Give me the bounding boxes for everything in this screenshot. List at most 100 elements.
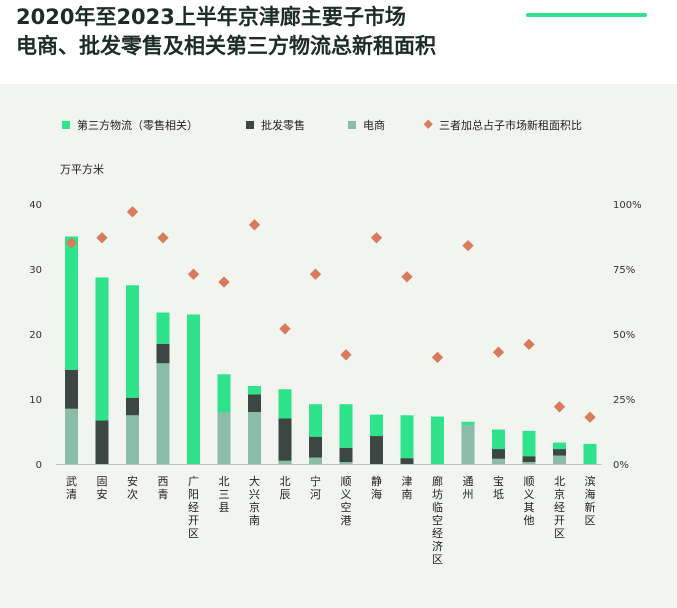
bar-third-party bbox=[126, 285, 139, 398]
category-label: 顺义其他 bbox=[524, 475, 535, 527]
ratio-marker bbox=[248, 219, 261, 231]
bar-ecommerce bbox=[278, 460, 292, 464]
category-label: 通州 bbox=[463, 475, 474, 501]
legend-label-1: 批发零售 bbox=[261, 118, 305, 132]
ratio-marker bbox=[431, 351, 444, 364]
bar-third-party bbox=[156, 312, 170, 344]
legend-swatch-2 bbox=[348, 121, 356, 129]
ratio-marker bbox=[523, 338, 535, 351]
bar-third-party bbox=[65, 236, 78, 370]
ratio-marker bbox=[492, 346, 505, 358]
category-label: 滨海新区 bbox=[585, 474, 596, 527]
bar-ecommerce bbox=[65, 408, 78, 464]
bar-wholesale bbox=[126, 397, 139, 416]
bar-ecommerce bbox=[461, 425, 475, 464]
category-label: 北京经开区 bbox=[554, 475, 565, 540]
category-label: 北三县 bbox=[219, 475, 230, 514]
ratio-marker bbox=[370, 232, 383, 244]
ratio-marker bbox=[187, 268, 200, 280]
bar-ecommerce bbox=[217, 412, 231, 464]
bar-wholesale bbox=[339, 447, 353, 463]
bar-third-party bbox=[583, 443, 597, 464]
bar-third-party bbox=[522, 430, 536, 457]
bar-wholesale bbox=[522, 456, 536, 463]
bar-wholesale bbox=[553, 449, 566, 456]
bar-third-party bbox=[309, 404, 322, 437]
bar-third-party bbox=[431, 416, 444, 464]
category-label: 静海 bbox=[371, 474, 382, 501]
bar-third-party bbox=[339, 404, 353, 448]
legend: 第三方物流（零售相关） 批发零售 电商 三者加总占子市场新租面积比 bbox=[62, 118, 582, 132]
bar-third-party bbox=[217, 374, 231, 412]
y-axis-left: 0 10 20 30 40 bbox=[29, 200, 42, 471]
category-label: 固安 bbox=[97, 475, 108, 501]
bar-ecommerce bbox=[492, 458, 505, 464]
category-label: 廊坊临空经济区 bbox=[432, 474, 443, 566]
bar-wholesale bbox=[65, 369, 78, 409]
chart: 第三方物流（零售相关） 批发零售 电商 三者加总占子市场新租面积比 万平方米 0 10 2… bbox=[29, 118, 642, 566]
bar-wholesale bbox=[278, 418, 292, 461]
bar-third-party bbox=[248, 386, 261, 395]
ratio-marker bbox=[157, 232, 169, 244]
ratio-marker bbox=[401, 271, 413, 283]
y-left-tick: 20 bbox=[29, 330, 42, 341]
bar-ecommerce bbox=[156, 363, 170, 464]
bar-third-party bbox=[370, 414, 383, 437]
category-label: 大兴京南 bbox=[249, 474, 260, 527]
bar-ecommerce bbox=[248, 412, 261, 464]
ratio-markers bbox=[65, 206, 596, 423]
bar-ecommerce bbox=[553, 455, 566, 464]
bar-third-party bbox=[400, 415, 414, 459]
category-label: 武清 bbox=[66, 475, 77, 501]
ratio-marker bbox=[462, 239, 474, 252]
y-left-tick: 40 bbox=[29, 200, 42, 211]
y-left-tick: 10 bbox=[29, 395, 42, 406]
y-left-tick: 30 bbox=[29, 265, 42, 276]
y-right-tick: 100% bbox=[613, 200, 642, 211]
bar-ecommerce bbox=[126, 415, 139, 464]
category-label: 宝坻 bbox=[493, 474, 504, 501]
bar-third-party bbox=[553, 442, 566, 450]
bar-wholesale bbox=[156, 343, 170, 364]
y-axis-right: 0% 25% 50% 75% 100% bbox=[613, 200, 642, 471]
bar-wholesale bbox=[400, 458, 414, 464]
bar-third-party bbox=[492, 429, 505, 450]
ratio-marker bbox=[279, 323, 291, 335]
y-right-tick: 50% bbox=[613, 330, 635, 341]
y-right-tick: 25% bbox=[613, 395, 635, 406]
bar-ecommerce bbox=[522, 462, 536, 464]
legend-swatch-3 bbox=[423, 119, 433, 129]
bar-ecommerce bbox=[339, 462, 353, 464]
chart-title-line1: 2020年至2023上半年京津廊主要子市场 bbox=[16, 5, 406, 29]
category-label: 北辰 bbox=[280, 475, 291, 501]
chart-panel bbox=[0, 84, 677, 608]
ratio-marker bbox=[126, 206, 139, 218]
header: 2020年至2023上半年京津廊主要子市场 电商、批发零售及相关第三方物流总新租… bbox=[0, 0, 677, 84]
ratio-marker bbox=[96, 232, 108, 244]
category-label: 广阳经开区 bbox=[188, 475, 199, 540]
bar-wholesale bbox=[248, 394, 261, 412]
accent-bar bbox=[526, 13, 647, 17]
ratio-marker bbox=[309, 268, 322, 280]
category-label: 宁河 bbox=[310, 474, 321, 501]
bar-third-party bbox=[278, 389, 292, 419]
chart-title-line2: 电商、批发零售及相关第三方物流总新租面积 bbox=[16, 34, 436, 58]
ratio-marker bbox=[553, 401, 566, 413]
legend-swatch-1 bbox=[246, 121, 254, 129]
bar-wholesale bbox=[370, 436, 383, 464]
legend-label-3: 三者加总占子市场新租面积比 bbox=[439, 118, 582, 132]
y-left-tick: 0 bbox=[36, 460, 42, 471]
bar-wholesale bbox=[95, 420, 109, 464]
y-axis-unit-label: 万平方米 bbox=[60, 162, 104, 176]
y-right-tick: 75% bbox=[613, 265, 635, 276]
bar-wholesale bbox=[492, 449, 505, 459]
category-label: 安次 bbox=[127, 474, 138, 501]
bar-third-party bbox=[461, 421, 475, 425]
y-right-tick: 0% bbox=[613, 460, 629, 471]
category-label: 西青 bbox=[158, 475, 169, 501]
ratio-marker bbox=[584, 411, 596, 423]
bar-third-party bbox=[187, 314, 200, 464]
legend-label-2: 电商 bbox=[363, 118, 385, 132]
bar-wholesale bbox=[309, 436, 322, 458]
